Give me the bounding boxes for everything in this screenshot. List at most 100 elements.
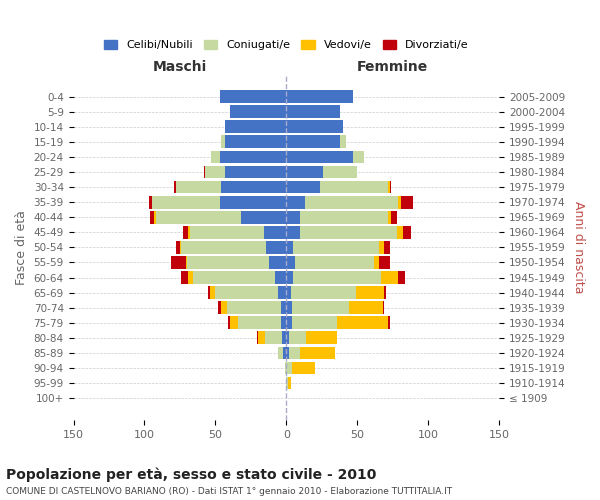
Bar <box>220 150 286 164</box>
Bar <box>292 362 314 374</box>
Bar <box>221 136 226 148</box>
Bar <box>356 286 384 299</box>
Text: Maschi: Maschi <box>153 60 207 74</box>
Bar <box>337 316 388 329</box>
Bar <box>320 180 388 194</box>
Bar <box>226 120 286 133</box>
Bar <box>401 196 413 208</box>
Bar <box>301 226 397 238</box>
Bar <box>193 271 275 284</box>
Bar <box>286 211 301 224</box>
Bar <box>374 256 379 269</box>
Bar <box>301 211 388 224</box>
Bar <box>286 120 343 133</box>
Bar <box>286 106 340 118</box>
Bar <box>384 241 390 254</box>
Bar <box>281 316 286 329</box>
Bar <box>286 271 293 284</box>
Bar <box>238 316 281 329</box>
Bar <box>286 150 353 164</box>
Bar <box>353 150 364 164</box>
Bar <box>220 90 286 103</box>
Bar <box>150 211 154 224</box>
Bar <box>286 226 301 238</box>
Bar <box>286 256 295 269</box>
Bar <box>211 150 220 164</box>
Bar <box>391 211 397 224</box>
Bar <box>185 256 187 269</box>
Bar <box>398 271 406 284</box>
Bar <box>390 180 391 194</box>
Bar <box>286 376 288 390</box>
Bar <box>181 271 188 284</box>
Bar <box>306 332 337 344</box>
Bar <box>205 166 226 178</box>
Bar <box>289 346 301 360</box>
Bar <box>293 271 382 284</box>
Bar <box>172 256 185 269</box>
Bar <box>286 196 305 208</box>
Bar <box>286 90 353 103</box>
Y-axis label: Fasce di età: Fasce di età <box>15 210 28 285</box>
Bar <box>301 346 335 360</box>
Bar <box>286 362 292 374</box>
Bar <box>398 196 401 208</box>
Bar <box>210 286 215 299</box>
Bar <box>286 136 340 148</box>
Bar <box>258 332 265 344</box>
Bar <box>188 271 193 284</box>
Bar <box>286 332 289 344</box>
Bar <box>188 226 190 238</box>
Bar <box>156 211 241 224</box>
Bar <box>183 226 188 238</box>
Bar <box>257 332 258 344</box>
Bar <box>152 196 220 208</box>
Bar <box>282 332 286 344</box>
Bar <box>388 180 390 194</box>
Bar <box>286 346 289 360</box>
Bar <box>220 196 286 208</box>
Bar <box>204 166 205 178</box>
Bar <box>388 316 390 329</box>
Y-axis label: Anni di nascita: Anni di nascita <box>572 201 585 294</box>
Bar <box>180 241 181 254</box>
Bar <box>278 346 283 360</box>
Bar <box>285 362 286 374</box>
Bar <box>228 316 230 329</box>
Bar <box>278 286 286 299</box>
Bar <box>295 256 374 269</box>
Bar <box>290 286 356 299</box>
Bar <box>230 106 286 118</box>
Bar <box>218 302 221 314</box>
Bar <box>241 211 286 224</box>
Bar <box>323 166 357 178</box>
Bar <box>176 180 221 194</box>
Bar <box>230 316 238 329</box>
Bar <box>379 241 384 254</box>
Bar <box>382 271 398 284</box>
Bar <box>305 196 398 208</box>
Bar <box>388 211 391 224</box>
Bar <box>149 196 152 208</box>
Bar <box>265 332 282 344</box>
Bar <box>340 136 346 148</box>
Bar <box>181 241 266 254</box>
Bar <box>286 302 292 314</box>
Bar <box>187 256 269 269</box>
Bar <box>289 332 306 344</box>
Bar <box>281 302 286 314</box>
Bar <box>226 136 286 148</box>
Bar <box>283 346 286 360</box>
Bar <box>221 180 286 194</box>
Bar <box>190 226 263 238</box>
Bar <box>288 376 290 390</box>
Bar <box>269 256 286 269</box>
Bar <box>266 241 286 254</box>
Text: COMUNE DI CASTELNOVO BARIANO (RO) - Dati ISTAT 1° gennaio 2010 - Elaborazione TU: COMUNE DI CASTELNOVO BARIANO (RO) - Dati… <box>6 488 452 496</box>
Bar <box>286 241 293 254</box>
Bar <box>154 211 156 224</box>
Bar <box>349 302 383 314</box>
Bar <box>226 166 286 178</box>
Bar <box>227 302 281 314</box>
Bar <box>286 166 323 178</box>
